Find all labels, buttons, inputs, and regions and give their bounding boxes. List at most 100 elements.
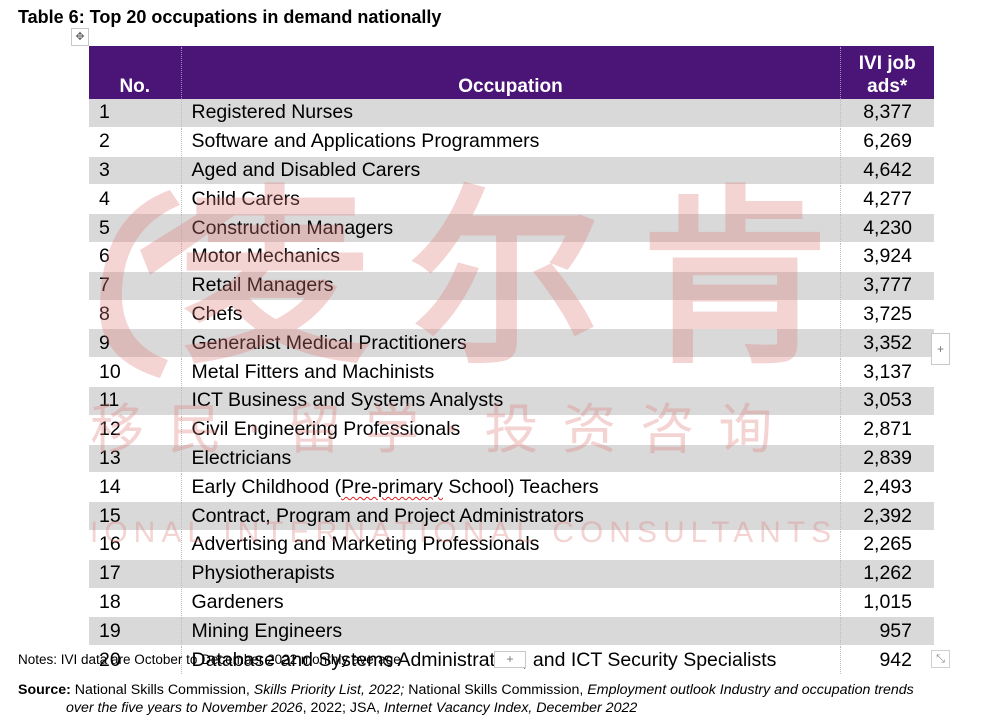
row-number: 5 [89,213,181,243]
row-number: 8 [89,300,181,330]
row-ivi-job-ads: 8,377 [839,99,934,128]
row-occupation: Registered Nurses [180,99,840,128]
table-title: Table 6: Top 20 occupations in demand na… [18,7,442,27]
table-row: 3 Aged and Disabled Carers 4,642 [89,156,934,186]
source-citation: Source: National Skills Commission, Skil… [18,682,983,717]
table-row: 20 Database and Systems Administrators, a… [89,645,934,675]
table-row: 8 Chefs 3,725 [89,300,934,330]
table-row: 6 Motor Mechanics 3,924 [89,242,934,272]
row-occupation: Civil Engineering Professionals [180,415,840,445]
table-row: 7 Retail Managers 3,777 [89,271,934,301]
row-ivi-job-ads: 4,642 [839,156,934,186]
table-header-row: No. Occupation IVI job ads* [89,46,934,99]
row-number: 1 [89,99,181,128]
row-ivi-job-ads: 3,352 [839,328,934,359]
row-occupation: Mining Engineers [180,616,840,647]
source-title-italic: Employment outlook Industry and occupati… [587,682,914,698]
table-row: 10 Metal Fitters and Machinists 3,137 [89,357,934,387]
row-number: 9 [89,328,181,359]
header-occupation: Occupation [180,46,840,99]
row-occupation: Construction Managers [180,213,840,243]
row-number: 15 [89,501,181,531]
row-ivi-job-ads: 957 [839,616,934,647]
row-occupation: Electricians [180,444,840,474]
row-occupation: Early Childhood (Pre-primary School) Tea… [180,472,840,503]
source-title-italic: Skills Priority List, 2022; [253,682,405,698]
table-row: 17 Physiotherapists 1,262 [89,559,934,589]
insert-row-plus-icon[interactable]: + [494,651,526,668]
row-occupation: Chefs [180,300,840,330]
table-row: 19 Mining Engineers 957 [89,616,934,647]
source-line-2: over the five years to November 2026, 20… [18,700,983,718]
row-occupation: Physiotherapists [180,559,840,589]
row-occupation: ICT Business and Systems Analysts [180,386,840,416]
row-ivi-job-ads: 3,137 [839,357,934,387]
row-number: 16 [89,530,181,560]
source-title-italic: over the five years to November 2026 [66,699,303,716]
row-occupation: Software and Applications Programmers [180,127,840,157]
row-number: 7 [89,271,181,301]
table-notes: Notes: IVI data are October to December … [18,652,401,667]
row-ivi-job-ads: 2,493 [839,472,934,503]
row-number: 18 [89,588,181,618]
spellcheck-flagged-word: Pre-primary [341,475,443,498]
table-row: 18 Gardeners 1,015 [89,588,934,618]
row-ivi-job-ads: 4,230 [839,213,934,243]
row-ivi-job-ads: 2,871 [839,415,934,445]
table-row: 11 ICT Business and Systems Analysts 3,053 [89,386,934,416]
header-no: No. [89,46,181,99]
table-row: 1 Registered Nurses 8,377 [89,99,934,128]
table-row: 15 Contract, Program and Project Administ… [89,501,934,531]
row-ivi-job-ads: 1,262 [839,559,934,589]
row-number: 19 [89,616,181,647]
row-occupation: Metal Fitters and Machinists [180,357,840,387]
table-body: 1 Registered Nurses 8,377 2 Software and App… [89,99,934,675]
row-number: 3 [89,156,181,186]
source-label: Source: [18,682,71,698]
source-text: National Skills Commission, [70,682,254,698]
row-number: 2 [89,127,181,157]
row-ivi-job-ads: 3,777 [839,271,934,301]
row-ivi-job-ads: 1,015 [839,588,934,618]
occupations-table: No. Occupation IVI job ads* 1 Registered … [89,46,934,675]
row-ivi-job-ads: 4,277 [839,184,934,215]
row-number: 13 [89,444,181,474]
row-number: 12 [89,415,181,445]
source-text: , 2022; JSA, [302,699,384,716]
row-occupation: Retail Managers [180,271,840,301]
row-number: 20 [89,645,181,675]
source-title-italic: Internet Vacancy Index, December 2022 [383,699,638,716]
table-row: 14 Early Childhood (Pre-primary School) T… [89,472,934,503]
row-ivi-job-ads: 2,839 [839,444,934,474]
row-occupation: Gardeners [180,588,840,618]
row-occupation: Advertising and Marketing Professionals [180,530,840,560]
row-occupation: Motor Mechanics [180,242,840,272]
table-row: 12 Civil Engineering Professionals 2,871 [89,415,934,445]
row-ivi-job-ads: 3,053 [839,386,934,416]
row-ivi-job-ads: 3,924 [839,242,934,272]
table-resize-icon[interactable]: ⤡ [931,650,950,668]
table-row: 2 Software and Applications Programmers 6,… [89,127,934,157]
row-ivi-job-ads: 3,725 [839,300,934,330]
row-occupation: Aged and Disabled Carers [180,156,840,186]
row-ivi-job-ads: 2,392 [839,501,934,531]
source-text: National Skills Commission, [404,682,588,698]
row-number: 14 [89,472,181,503]
row-ivi-job-ads: 942 [839,645,934,675]
header-ivi-job-ads: IVI job ads* [839,46,934,99]
row-occupation: Generalist Medical Practitioners [180,328,840,359]
table-row: 13 Electricians 2,839 [89,444,934,474]
row-occupation: Child Carers [180,184,840,215]
table-row: 16 Advertising and Marketing Professional… [89,530,934,560]
table-row: 4 Child Carers 4,277 [89,184,934,215]
row-number: 10 [89,357,181,387]
row-ivi-job-ads: 2,265 [839,530,934,560]
table-move-handle-icon[interactable]: ✥ [71,28,89,46]
row-number: 6 [89,242,181,272]
row-ivi-job-ads: 6,269 [839,127,934,157]
row-number: 4 [89,184,181,215]
row-number: 17 [89,559,181,589]
insert-column-plus-icon[interactable]: + [931,333,950,365]
table-row: 9 Generalist Medical Practitioners 3,352 [89,328,934,359]
row-occupation: Contract, Program and Project Administra… [180,501,840,531]
